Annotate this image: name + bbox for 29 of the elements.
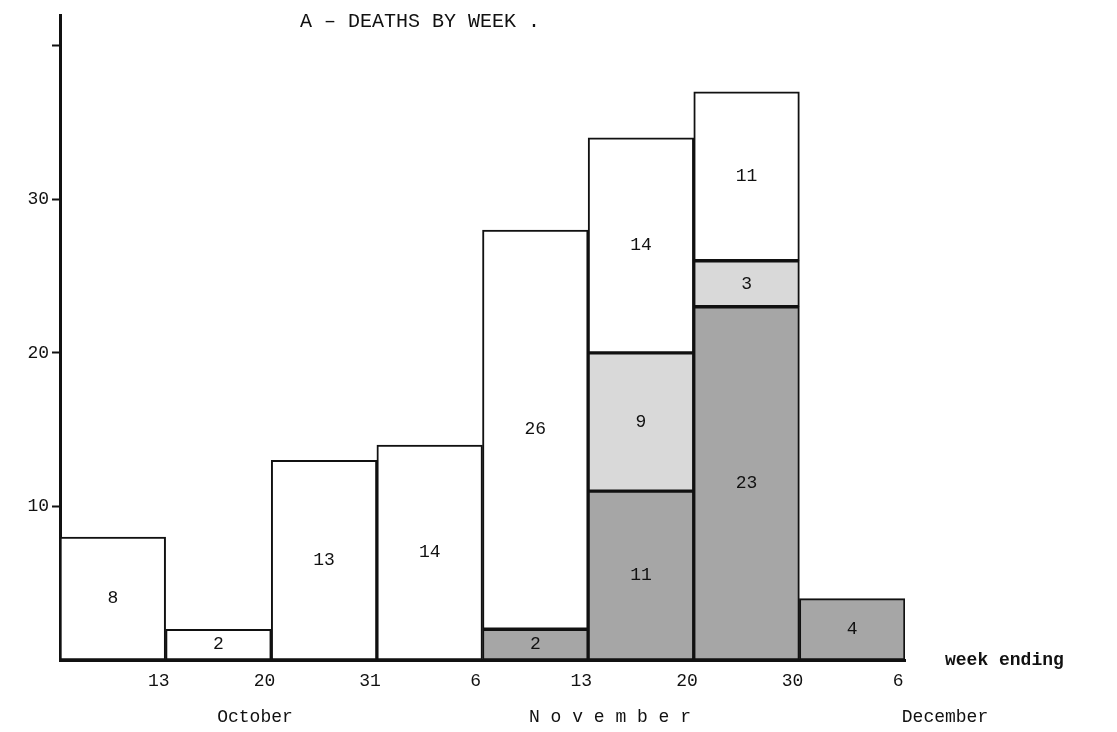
x-tick-label: 6 bbox=[892, 670, 904, 691]
data-label: 13 bbox=[313, 549, 335, 570]
text: December bbox=[901, 707, 989, 727]
data-label: 14 bbox=[418, 542, 441, 563]
text: N o v e m b e r bbox=[528, 707, 692, 727]
data-label: 23 bbox=[735, 473, 758, 494]
y-tick-label: 10 bbox=[27, 496, 49, 517]
data-label: 14 bbox=[630, 235, 652, 256]
data-label: 8 bbox=[107, 588, 119, 609]
data-label: 26 bbox=[524, 419, 547, 440]
data-label: 3 bbox=[741, 273, 752, 294]
x-tick-label: 13 bbox=[148, 670, 170, 691]
data-label: 2 bbox=[529, 634, 541, 655]
data-label: 9 bbox=[635, 411, 647, 432]
x-axis-title: week ending bbox=[945, 650, 1064, 670]
data-label: 11 bbox=[630, 565, 652, 586]
data-label: 4 bbox=[846, 619, 858, 640]
x-tick-label: 20 bbox=[253, 670, 276, 691]
y-tick-label: 30 bbox=[27, 189, 49, 210]
chart-title: A – DEATHS BY WEEK . bbox=[300, 10, 541, 33]
data-label: 2 bbox=[213, 634, 224, 655]
x-tick-label: 13 bbox=[570, 670, 593, 691]
y-tick-label: 20 bbox=[27, 342, 49, 363]
text: October bbox=[217, 707, 293, 727]
x-tick-label: 6 bbox=[470, 670, 482, 691]
data-label: 11 bbox=[735, 166, 758, 187]
x-tick-label: 31 bbox=[359, 670, 381, 691]
x-tick-label: 20 bbox=[676, 670, 698, 691]
x-tick-label: 30 bbox=[781, 670, 804, 691]
